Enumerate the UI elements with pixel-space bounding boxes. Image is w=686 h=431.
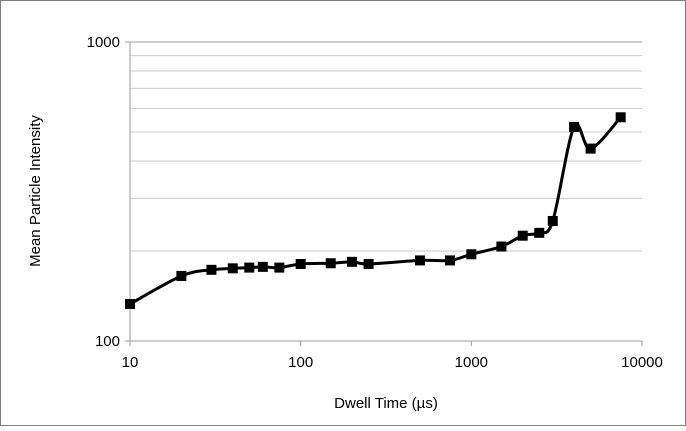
data-point-marker [466,249,477,260]
data-point-marker [274,262,285,273]
data-point-marker [517,230,528,241]
data-point-marker [176,270,187,281]
axes [125,41,643,346]
data-point-marker [125,298,135,309]
data-point-marker [585,143,596,154]
x-tick-label: 100 [288,354,313,371]
data-point-marker [615,112,626,123]
data-point-marker [496,241,507,252]
data-point-marker [295,258,306,269]
data-point-marker [363,258,374,269]
data-point-marker [414,255,425,266]
data-point-marker [569,121,580,132]
y-axis-title: Mean Particle Intensity [27,115,44,267]
data-point-marker [244,262,255,273]
series-layer [125,112,626,309]
x-tick-label: 1000 [455,354,488,371]
gridlines [130,41,642,342]
data-point-marker [547,215,558,226]
data-point-marker [534,227,545,238]
y-tick-label: 100 [95,333,120,350]
data-point-marker [445,255,456,266]
data-point-marker [206,264,217,275]
series-line [129,116,622,306]
x-axis-title: Dwell Time (µs) [334,395,438,412]
data-point-marker [257,261,268,272]
data-point-marker [227,263,238,274]
y-tick-label: 1000 [87,34,120,51]
x-tick-label: 10000 [621,354,663,371]
x-tick-label: 10 [122,354,139,371]
data-point-marker [347,256,358,267]
data-point-marker [325,258,336,269]
